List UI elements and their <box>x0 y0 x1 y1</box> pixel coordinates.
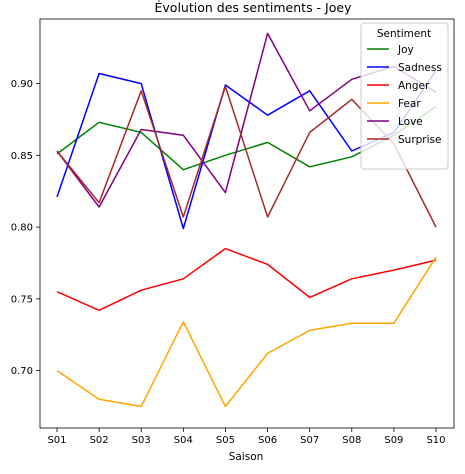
x-tick-label: S10 <box>426 435 445 446</box>
x-tick-label: S02 <box>90 435 109 446</box>
y-tick-label: 0.80 <box>11 223 33 234</box>
x-tick-label: S03 <box>132 435 151 446</box>
legend-label-joy: Joy <box>397 44 414 56</box>
legend-label-anger: Anger <box>398 80 430 92</box>
legend-label-fear: Fear <box>398 98 421 110</box>
x-tick-label: S08 <box>342 435 361 446</box>
legend: Sentiment Joy Sadness Anger Fear Love Surpris… <box>361 23 448 169</box>
y-axis: 0.70 0.75 0.80 0.85 0.90 <box>11 79 40 377</box>
x-tick-label: S05 <box>216 435 235 446</box>
chart-title: Évolution des sentiments - Joey <box>155 0 353 15</box>
x-tick-label: S01 <box>47 435 66 446</box>
legend-label-love: Love <box>398 116 423 128</box>
x-axis: S01 S02 S03 S04 S05 S06 S07 S08 S09 S10 <box>47 428 445 446</box>
y-tick-label: 0.90 <box>11 79 33 90</box>
series-line-anger <box>57 249 436 311</box>
series-line-fear <box>57 257 436 406</box>
x-axis-label: Saison <box>229 451 264 463</box>
x-tick-label: S07 <box>300 435 319 446</box>
legend-label-surprise: Surprise <box>398 134 441 146</box>
x-tick-label: S06 <box>258 435 277 446</box>
x-tick-label: S04 <box>174 435 193 446</box>
y-tick-label: 0.75 <box>11 294 33 305</box>
legend-label-sadness: Sadness <box>398 62 442 74</box>
legend-title: Sentiment <box>377 28 431 40</box>
y-tick-label: 0.70 <box>11 366 33 377</box>
y-tick-label: 0.85 <box>11 151 33 162</box>
x-tick-label: S09 <box>384 435 403 446</box>
